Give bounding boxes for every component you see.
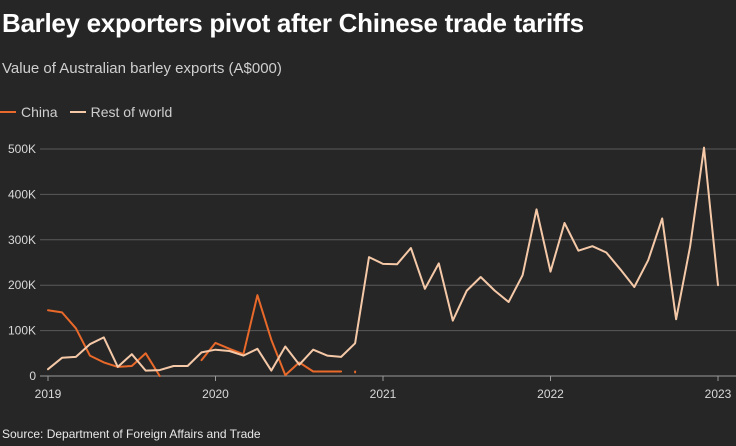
- x-tick-label: 2022: [537, 387, 564, 401]
- legend-item-rest-of-world: Rest of world: [69, 104, 173, 120]
- y-tick-label: 400K: [8, 187, 36, 201]
- chart-title: Barley exporters pivot after Chinese tra…: [2, 8, 584, 38]
- source-note: Source: Department of Foreign Affairs an…: [2, 427, 261, 441]
- y-axis-ticks: 0 100K 200K 300K 400K 500K: [8, 142, 36, 383]
- legend-item-china: China: [0, 104, 58, 120]
- legend-label-china: China: [21, 104, 58, 120]
- chart-legend: China Rest of world: [0, 104, 184, 120]
- chart-subtitle: Value of Australian barley exports (A$00…: [2, 60, 282, 77]
- gridlines: [40, 148, 736, 377]
- y-tick-label: 100K: [8, 324, 36, 338]
- x-tick-label: 2019: [35, 387, 62, 401]
- series-line-china: [200, 294, 343, 377]
- series-lines: [47, 146, 719, 377]
- y-tick-label: 300K: [8, 233, 36, 247]
- x-tick-label: 2020: [202, 387, 229, 401]
- series-line-china: [47, 309, 161, 377]
- y-tick-label: 200K: [8, 278, 36, 292]
- y-tick-label: 0: [29, 369, 36, 383]
- x-tick-label: 2021: [370, 387, 397, 401]
- legend-swatch-rest-of-world: [69, 111, 86, 113]
- y-tick-label: 500K: [8, 142, 36, 156]
- x-tick-label: 2023: [705, 387, 732, 401]
- legend-label-rest-of-world: Rest of world: [90, 104, 173, 120]
- series-line-rest-of-world: [47, 146, 719, 372]
- legend-swatch-china: [0, 111, 16, 113]
- x-axis-ticks: 2019 2020 2021 2022 2023: [35, 376, 732, 401]
